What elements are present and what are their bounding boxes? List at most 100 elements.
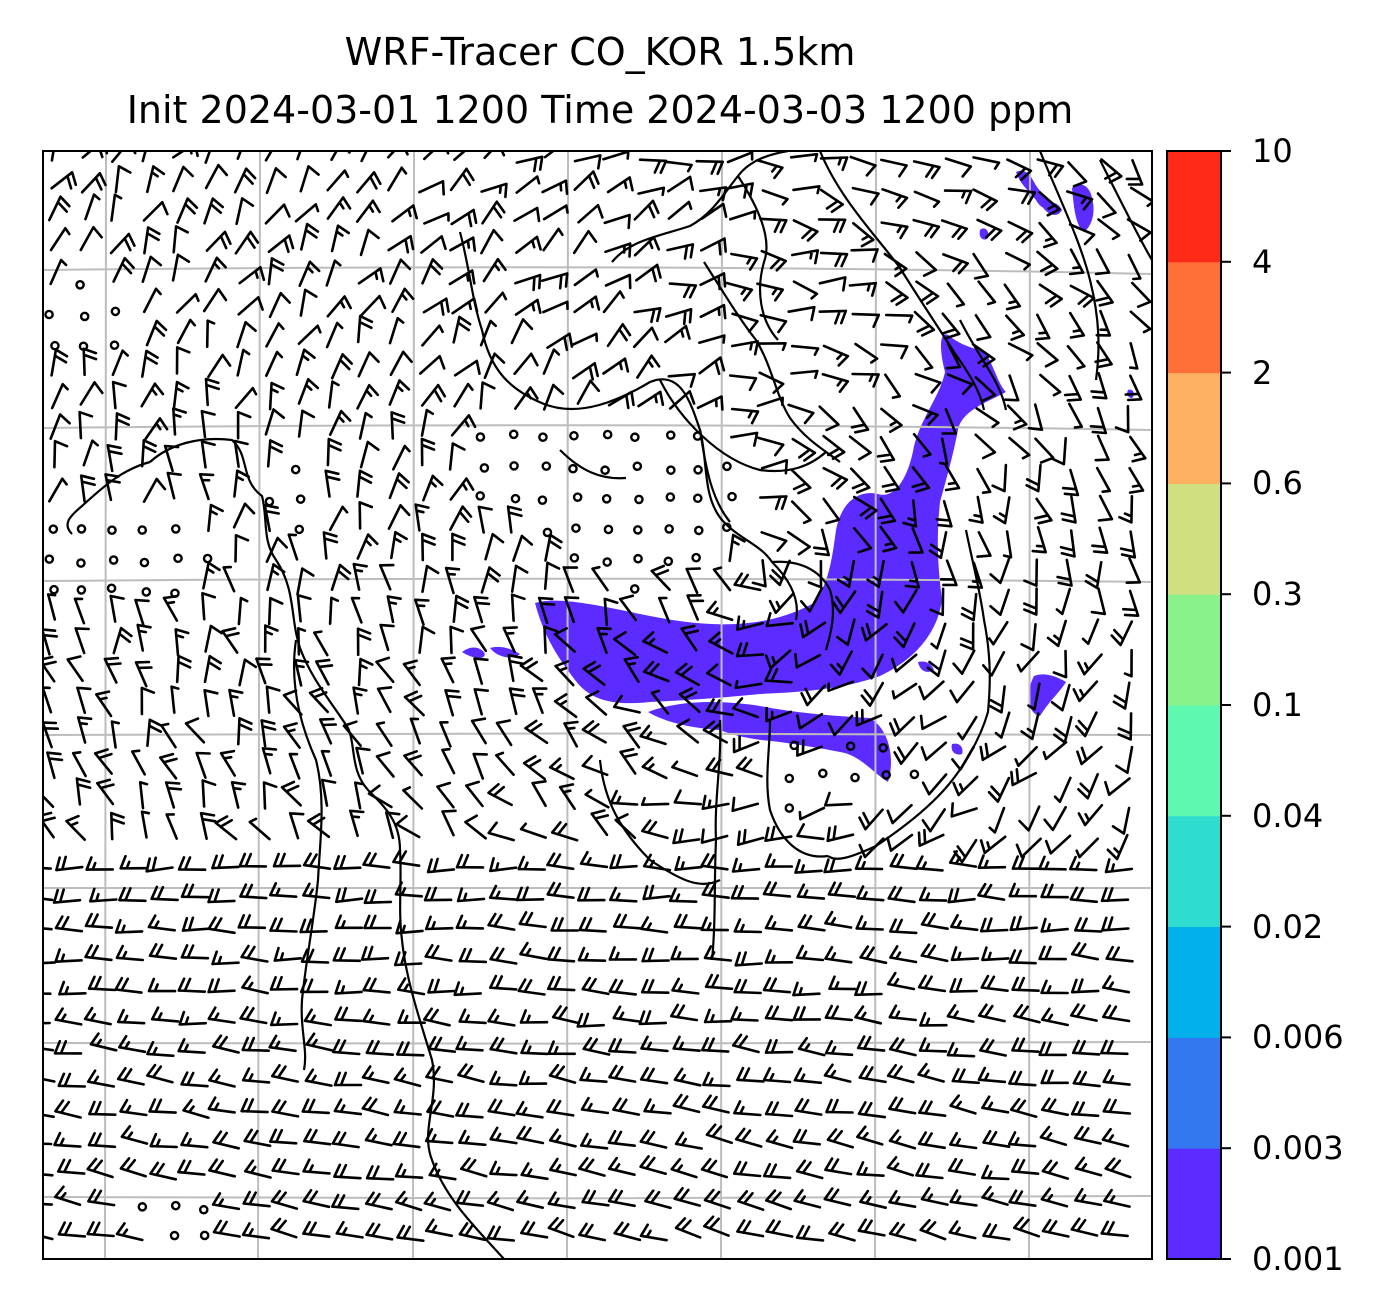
wind-barb xyxy=(43,655,57,683)
wind-barb xyxy=(988,685,1006,714)
wind-barb xyxy=(668,282,698,299)
wind-barb xyxy=(726,151,754,164)
wind-barb xyxy=(449,625,465,655)
colorbar xyxy=(1167,151,1221,1260)
wind-barb xyxy=(667,175,694,193)
wind-barb xyxy=(939,559,958,587)
wind-barb xyxy=(426,1099,455,1118)
wind-barb xyxy=(635,263,662,283)
wind-barb xyxy=(79,226,103,252)
wind-barb xyxy=(960,592,978,622)
wind-barb xyxy=(180,883,210,899)
wind-barb xyxy=(736,615,764,631)
wind-barb xyxy=(214,815,238,841)
wind-barb xyxy=(764,667,793,684)
wind-barb xyxy=(204,163,229,190)
wind-barb xyxy=(265,685,281,714)
wind-barb xyxy=(134,598,150,627)
wind-barb xyxy=(732,735,760,754)
wind-barb xyxy=(1005,251,1031,271)
colorbar-band-8 xyxy=(1167,261,1221,374)
wind-barb xyxy=(1007,342,1034,362)
wind-barb xyxy=(764,853,794,868)
wind-barb xyxy=(857,1218,886,1237)
wind-barb xyxy=(140,382,165,408)
wind-barb xyxy=(87,975,117,992)
wind-barb xyxy=(886,1063,915,1084)
wind-barb xyxy=(489,1126,518,1145)
wind-barb xyxy=(639,1155,667,1175)
wind-barb xyxy=(239,883,268,900)
calm-wind-circle xyxy=(106,583,117,594)
wind-barb xyxy=(733,572,762,592)
wind-barb xyxy=(519,1009,549,1024)
wind-barb xyxy=(296,567,315,596)
calm-wind-circle xyxy=(538,432,548,442)
wind-barb xyxy=(182,1098,210,1119)
wind-barb xyxy=(911,466,931,493)
wind-barb xyxy=(836,559,856,588)
wind-barb xyxy=(591,565,609,592)
wind-barb xyxy=(1038,855,1067,871)
wind-barb xyxy=(914,345,934,371)
wind-barb xyxy=(202,288,228,313)
calm-wind-circle xyxy=(541,461,552,471)
wind-barb xyxy=(324,469,341,498)
wind-barb xyxy=(160,722,177,749)
wind-barb xyxy=(355,199,381,223)
wind-barb xyxy=(266,563,286,592)
wind-barb xyxy=(513,206,541,223)
wind-barb xyxy=(705,757,734,777)
wind-barb xyxy=(1068,248,1085,276)
calm-wind-circle xyxy=(475,491,486,501)
wind-barb xyxy=(84,944,113,962)
calm-wind-circle xyxy=(569,430,579,441)
wind-barb xyxy=(57,1072,87,1088)
wind-barb xyxy=(332,947,361,963)
wind-barb xyxy=(636,354,661,379)
wind-barb xyxy=(725,182,754,199)
wind-barb xyxy=(394,881,424,898)
wind-barb xyxy=(800,684,827,707)
wind-barb xyxy=(356,314,374,344)
wind-barb xyxy=(484,291,508,314)
wind-barb xyxy=(241,1036,270,1052)
wind-barb xyxy=(700,237,727,256)
wind-barb xyxy=(200,409,216,439)
wind-barb xyxy=(813,528,830,557)
wind-barb xyxy=(165,813,178,840)
wind-barb xyxy=(293,658,310,687)
wind-barb xyxy=(1122,589,1140,617)
wind-barb xyxy=(1119,530,1137,559)
wind-barb xyxy=(976,218,1003,241)
wind-barb xyxy=(623,655,640,683)
wind-barb xyxy=(425,1064,454,1084)
wind-barb xyxy=(362,851,391,869)
wind-barb xyxy=(334,914,364,930)
wind-barb xyxy=(701,1037,730,1053)
wind-barb xyxy=(980,974,1009,992)
wind-barb xyxy=(664,160,693,173)
wind-barb xyxy=(949,1094,977,1115)
wind-barb xyxy=(255,657,273,685)
wind-barb xyxy=(914,372,942,394)
wind-barb xyxy=(330,151,351,162)
wind-barb xyxy=(553,693,578,719)
colorbar-tick-label: 0.003 xyxy=(1252,1129,1344,1168)
wind-barb xyxy=(791,249,820,265)
wind-barb xyxy=(1074,1187,1103,1207)
wind-barb xyxy=(942,253,969,275)
wind-barb xyxy=(1056,558,1073,587)
wind-barb xyxy=(1070,941,1099,961)
calm-wind-circle xyxy=(109,340,120,351)
wind-barb xyxy=(142,287,162,314)
calm-wind-circle xyxy=(198,1204,209,1215)
wind-barb xyxy=(420,408,435,437)
wind-barb xyxy=(1040,1187,1069,1208)
wind-barb xyxy=(473,595,491,624)
wind-barb xyxy=(54,1099,82,1119)
wind-barb xyxy=(428,1162,457,1181)
wind-barb xyxy=(982,1223,1011,1241)
wind-barb xyxy=(949,977,978,993)
wind-barb xyxy=(563,596,580,624)
